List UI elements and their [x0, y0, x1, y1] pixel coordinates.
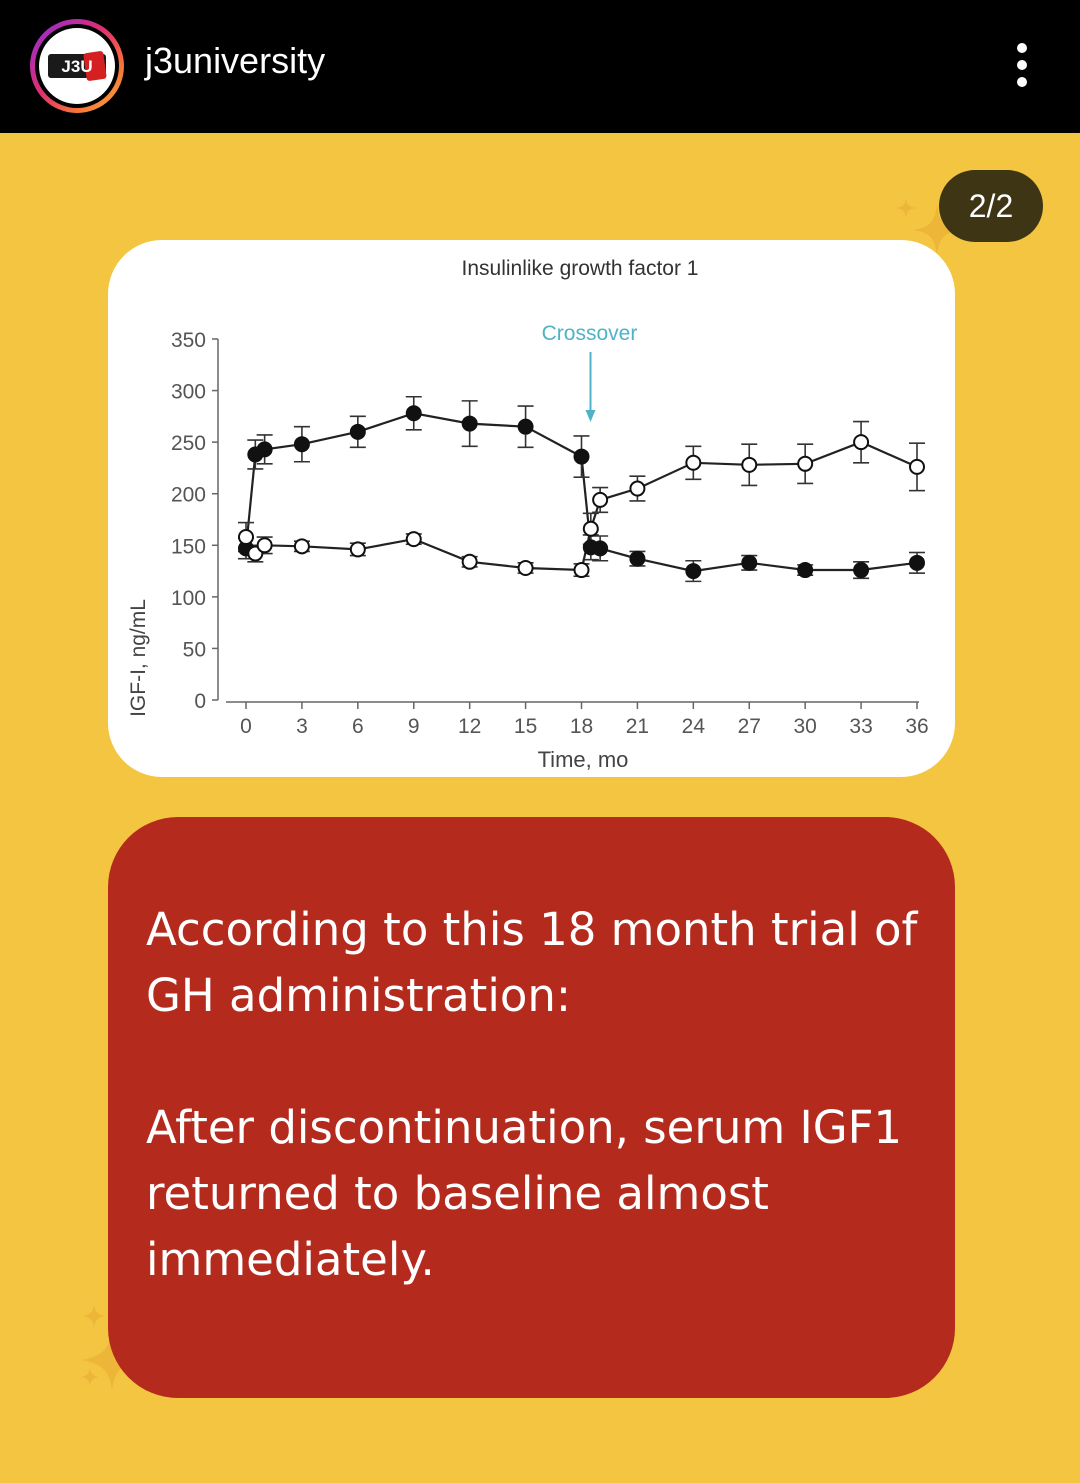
data-point-open	[461, 553, 478, 570]
data-point-filled	[685, 563, 702, 580]
data-point-open	[685, 454, 702, 471]
data-point-open	[629, 480, 646, 497]
x-tick-label: 36	[905, 715, 928, 738]
x-tick-label: 18	[570, 715, 593, 738]
data-point-filled	[349, 423, 366, 440]
y-tick-label: 200	[171, 484, 206, 507]
data-point-open	[349, 541, 366, 558]
data-point-open	[238, 529, 254, 546]
data-point-filled	[909, 554, 925, 571]
sparkle-icon	[896, 198, 960, 256]
data-point-open	[741, 456, 758, 473]
data-point-filled	[405, 405, 422, 422]
caption-text: According to this 18 month trial of GH a…	[146, 903, 918, 1286]
data-point-open	[256, 537, 273, 554]
avatar-logo: J3U	[39, 28, 115, 104]
y-tick-label: 250	[171, 432, 206, 455]
avatar[interactable]: J3U	[30, 19, 124, 113]
x-tick-label: 33	[849, 715, 872, 738]
x-tick-label: 3	[296, 715, 308, 738]
x-tick-label: 9	[408, 715, 420, 738]
y-tick-label: 150	[171, 535, 206, 558]
y-tick-label: 50	[183, 638, 206, 661]
data-point-open	[592, 491, 609, 508]
x-tick-label: 21	[626, 715, 649, 738]
data-point-filled	[629, 550, 646, 567]
data-point-open	[405, 531, 422, 548]
data-point-open	[853, 434, 870, 451]
data-point-filled	[517, 418, 534, 435]
y-tick-label: 0	[194, 690, 206, 713]
data-point-open	[293, 538, 310, 555]
x-tick-label: 24	[682, 715, 706, 738]
data-point-open	[909, 458, 925, 475]
crossover-label: Crossover	[542, 322, 638, 345]
x-tick-label: 6	[352, 715, 364, 738]
j3u-logo-icon: J3U	[48, 51, 107, 81]
data-point-open	[517, 559, 534, 576]
caption-card: According to this 18 month trial of GH a…	[108, 817, 955, 1398]
x-axis-label: Time, mo	[538, 747, 629, 772]
data-point-filled	[592, 540, 609, 557]
x-tick-label: 15	[514, 715, 537, 738]
x-tick-label: 12	[458, 715, 481, 738]
chart-card: 0 50 100 150 200 250 300 350 0 3 6 9 12 15 18 21 24 27 30…	[108, 240, 955, 777]
data-point-open	[582, 520, 599, 537]
crossover-arrow-head	[585, 410, 596, 422]
y-axis-label: IGF-I, ng/mL	[127, 599, 150, 717]
data-point-filled	[573, 448, 590, 465]
y-tick-label: 350	[171, 329, 206, 352]
username[interactable]: j3university	[145, 40, 326, 81]
slide-counter: 2/2	[939, 170, 1043, 242]
data-point-filled	[741, 554, 758, 571]
more-vertical-icon[interactable]	[1006, 40, 1038, 90]
avatar-text: J3U	[61, 57, 92, 76]
data-point-filled	[461, 415, 478, 432]
data-point-filled	[256, 441, 273, 458]
y-tick-label: 100	[171, 587, 206, 610]
x-tick-label: 0	[240, 715, 252, 738]
data-point-filled	[797, 562, 814, 579]
data-point-filled	[853, 562, 870, 579]
x-tick-label: 27	[738, 715, 761, 738]
y-tick-label: 300	[171, 381, 206, 404]
sparkle-icon	[81, 1304, 142, 1390]
data-point-open	[797, 455, 814, 472]
data-point-open	[573, 562, 590, 579]
x-tick-label: 30	[793, 715, 816, 738]
data-point-filled	[293, 436, 310, 453]
chart-title: Insulinlike growth factor 1	[462, 257, 699, 280]
top-bar: J3U j3university	[0, 0, 1080, 133]
